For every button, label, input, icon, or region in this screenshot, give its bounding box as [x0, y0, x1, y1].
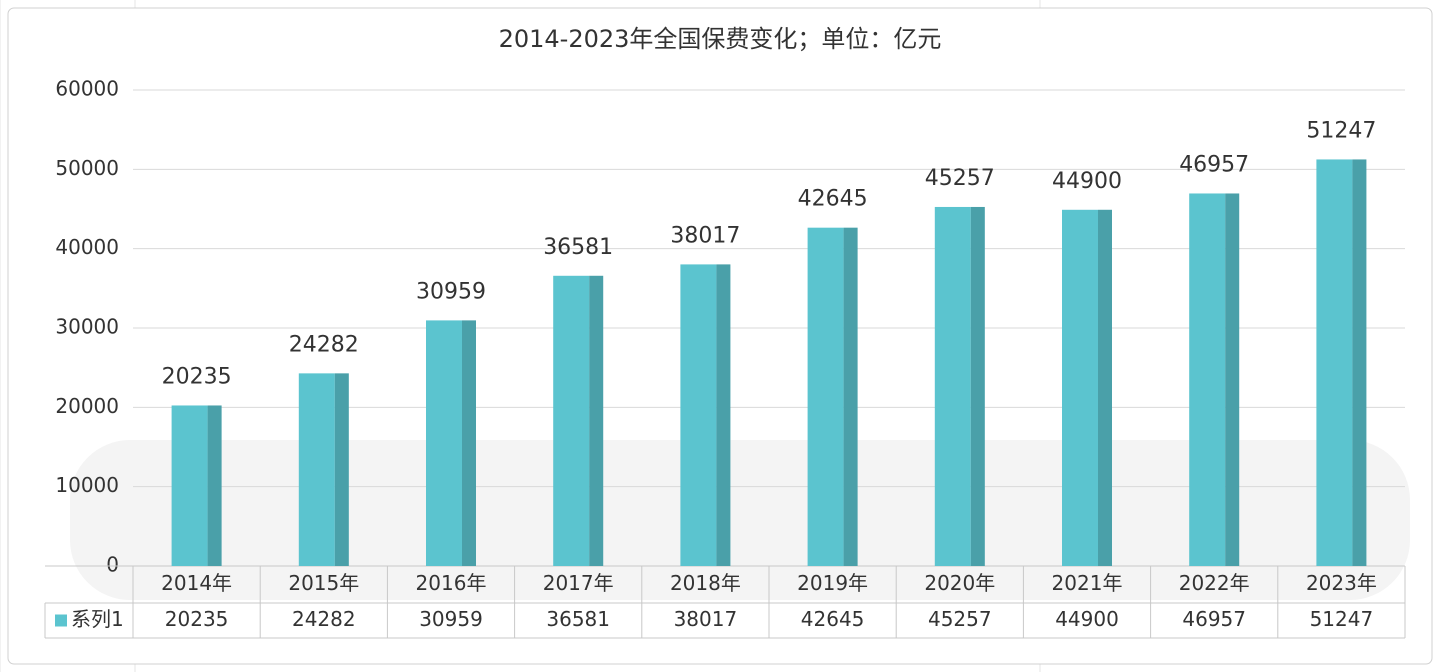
sheet-grid: [0, 0, 1041, 672]
y-tick-label: 30000: [55, 315, 119, 339]
bar-side: [1352, 159, 1367, 566]
y-tick-label: 40000: [55, 235, 119, 259]
data-label: 24282: [289, 332, 359, 357]
x-tick-label: 2020年: [924, 571, 995, 595]
data-label: 44900: [1052, 169, 1122, 194]
table-value: 30959: [419, 607, 483, 631]
chart-title: 2014-2023年全国保费变化；单位：亿元: [499, 25, 942, 53]
x-tick-label: 2021年: [1052, 571, 1123, 595]
legend-swatch: [55, 614, 67, 627]
table-value: 51247: [1310, 607, 1374, 631]
bar: [426, 320, 462, 566]
table-value: 42645: [801, 607, 865, 631]
bar-side: [843, 227, 858, 567]
bar: [171, 405, 208, 566]
y-tick-label: 50000: [55, 156, 119, 180]
x-tick-label: 2019年: [797, 571, 868, 595]
bar: [680, 264, 717, 566]
data-label: 42645: [798, 187, 868, 212]
bar: [1189, 193, 1226, 566]
bar-side-shade: [462, 320, 476, 566]
data-label: 46957: [1179, 152, 1249, 177]
bar-side: [1225, 193, 1240, 566]
y-tick-label: 0: [106, 553, 119, 577]
bar-side-shade: [1098, 209, 1112, 566]
bar-side-shade: [716, 264, 731, 566]
bar-side-shade: [1352, 159, 1367, 566]
data-label: 51247: [1306, 118, 1376, 143]
table-value: 38017: [674, 607, 738, 631]
bar-side: [334, 373, 349, 566]
bar-side-shade: [1225, 193, 1240, 566]
bar: [1316, 159, 1353, 566]
table-value: 24282: [292, 607, 356, 631]
bar-side: [589, 275, 604, 566]
bar-side-shade: [589, 275, 604, 566]
table-value: 36581: [546, 607, 610, 631]
x-tick-label: 2015年: [288, 571, 359, 595]
x-tick-label: 2016年: [416, 571, 487, 595]
y-tick-label: 10000: [55, 473, 119, 497]
y-tick-label: 20000: [55, 394, 119, 418]
bar: [553, 275, 590, 566]
legend-label: 系列1: [71, 607, 124, 631]
bar: [807, 227, 844, 567]
table-value: 20235: [165, 607, 229, 631]
bar: [1062, 209, 1098, 566]
bar-side-shade: [334, 373, 349, 566]
bar: [298, 373, 335, 566]
bar-side-shade: [843, 227, 858, 567]
bar: [934, 206, 971, 567]
table-value: 45257: [928, 607, 992, 631]
bar-side: [462, 320, 476, 566]
x-tick-label: 2014年: [161, 571, 232, 595]
x-tick-label: 2022年: [1179, 571, 1250, 595]
bar-side-shade: [970, 206, 985, 567]
bar-side: [1098, 209, 1112, 566]
data-label: 36581: [543, 235, 613, 260]
data-label: 30959: [416, 279, 486, 304]
x-tick-label: 2018年: [670, 571, 741, 595]
data-label: 45257: [925, 166, 995, 191]
y-tick-label: 60000: [55, 77, 119, 101]
bar-side-shade: [207, 405, 222, 566]
data-label: 20235: [162, 364, 232, 389]
data-label: 38017: [670, 223, 740, 248]
bar-side: [970, 206, 985, 567]
bar-side: [207, 405, 222, 566]
table-value: 46957: [1182, 607, 1246, 631]
bar-side: [716, 264, 731, 566]
x-tick-label: 2023年: [1306, 571, 1377, 595]
x-tick-label: 2017年: [543, 571, 614, 595]
table-value: 44900: [1055, 607, 1119, 631]
